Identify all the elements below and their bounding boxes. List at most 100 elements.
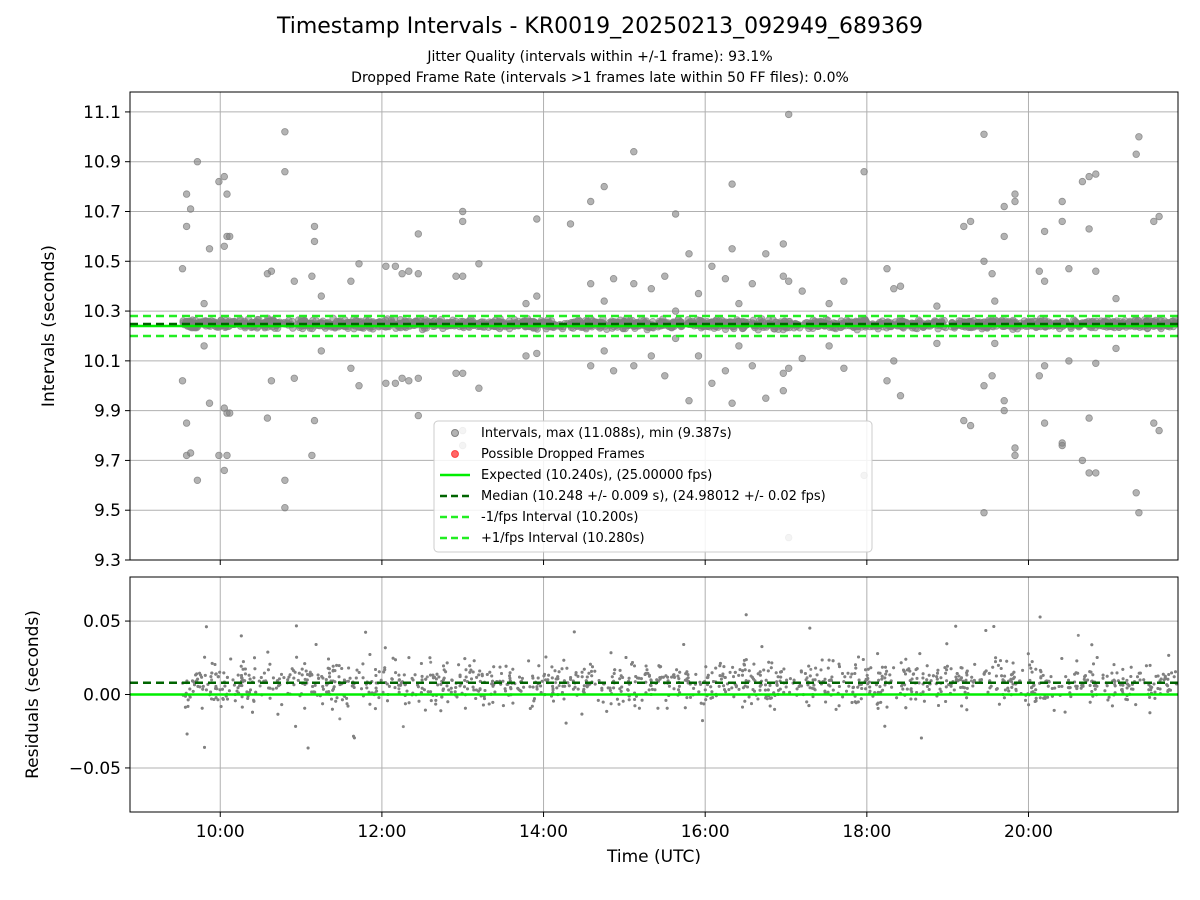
residual-point xyxy=(766,669,770,673)
residual-point xyxy=(1105,674,1109,678)
residual-point xyxy=(808,686,812,690)
residual-point xyxy=(758,670,762,674)
interval-point xyxy=(587,362,595,370)
residual-point xyxy=(566,681,570,685)
residual-point xyxy=(861,658,865,661)
residual-point xyxy=(824,700,828,704)
residual-point xyxy=(1081,684,1085,688)
residual-point xyxy=(709,696,713,700)
residual-point xyxy=(944,671,948,675)
residual-point xyxy=(229,657,233,661)
residual-point xyxy=(553,669,557,673)
residual-point xyxy=(600,686,604,690)
interval-point xyxy=(391,262,400,270)
residual-point xyxy=(537,664,541,668)
residual-point xyxy=(964,678,968,682)
residual-point xyxy=(240,684,244,688)
residual-point xyxy=(437,675,441,679)
interval-point xyxy=(1155,426,1163,435)
residual-point xyxy=(925,685,929,688)
residual-point xyxy=(829,678,833,682)
interval-point xyxy=(310,416,319,425)
bottom-y-axis-label: Residuals (seconds) xyxy=(23,610,43,779)
legend-plus-fps: +1/fps Interval (10.280s) xyxy=(481,531,645,546)
residual-point xyxy=(381,690,385,694)
residual-point xyxy=(218,688,222,692)
residual-point xyxy=(210,697,213,701)
residual-point xyxy=(1046,695,1050,699)
residual-point xyxy=(864,687,868,691)
residual-point xyxy=(572,630,576,634)
residual-point xyxy=(439,682,443,686)
residual-point xyxy=(429,690,433,694)
residual-point xyxy=(407,701,411,705)
residual-point xyxy=(247,673,251,677)
residual-point xyxy=(434,698,438,702)
residual-point xyxy=(1063,710,1067,714)
residual-point xyxy=(379,678,383,682)
residual-point xyxy=(1167,673,1171,676)
residual-point xyxy=(685,696,689,700)
interval-point xyxy=(840,277,848,285)
residual-point xyxy=(722,684,726,688)
interval-point xyxy=(600,347,608,355)
residual-point xyxy=(245,690,249,694)
residual-point xyxy=(266,650,270,654)
residual-point xyxy=(909,697,913,701)
residual-point xyxy=(198,671,202,675)
residual-point xyxy=(480,672,484,676)
interval-point xyxy=(1085,225,1093,233)
residual-point xyxy=(508,676,512,680)
interval-point xyxy=(382,262,390,270)
residual-point xyxy=(644,680,648,684)
interval-point xyxy=(685,250,693,258)
residual-point xyxy=(731,665,735,669)
residual-point xyxy=(631,661,634,664)
residual-point xyxy=(397,678,401,682)
residual-point xyxy=(618,668,622,672)
interval-point xyxy=(896,282,905,290)
residual-point xyxy=(627,676,631,680)
interval-point xyxy=(452,272,460,280)
residual-point xyxy=(1144,664,1148,668)
residual-point xyxy=(590,669,593,673)
residual-point xyxy=(705,676,709,680)
residual-point xyxy=(760,645,764,649)
residual-point xyxy=(397,687,401,691)
residual-point xyxy=(445,684,449,688)
residual-point xyxy=(710,671,714,675)
residual-point xyxy=(971,684,975,688)
residual-point xyxy=(1003,674,1007,678)
residual-point xyxy=(709,685,713,689)
residual-point xyxy=(808,626,812,630)
residual-point xyxy=(743,668,747,672)
residual-point xyxy=(210,671,214,675)
residual-point xyxy=(564,721,568,725)
residual-point xyxy=(1166,684,1170,688)
residual-point xyxy=(539,684,543,688)
interval-point xyxy=(890,285,898,293)
interval-point xyxy=(220,466,228,475)
residual-point xyxy=(474,697,478,700)
residual-point xyxy=(694,672,698,676)
residual-point xyxy=(901,687,905,691)
residual-point xyxy=(1088,700,1092,704)
interval-point xyxy=(1135,133,1143,141)
residual-point xyxy=(807,664,811,668)
residual-point xyxy=(812,683,816,687)
interval-point xyxy=(1092,469,1100,477)
residual-point xyxy=(899,661,903,665)
residual-point xyxy=(856,700,860,704)
interval-point xyxy=(223,451,231,460)
residual-point xyxy=(375,689,379,693)
residual-point xyxy=(1038,696,1042,700)
residual-point xyxy=(1148,695,1152,699)
residual-point xyxy=(954,675,958,679)
x-tick-label: 20:00 xyxy=(1004,822,1053,842)
residual-point xyxy=(477,673,481,677)
residual-point xyxy=(569,677,573,681)
residual-point xyxy=(766,688,770,692)
interval-point xyxy=(693,316,701,324)
residual-point xyxy=(744,679,748,683)
residual-point xyxy=(1112,663,1116,667)
